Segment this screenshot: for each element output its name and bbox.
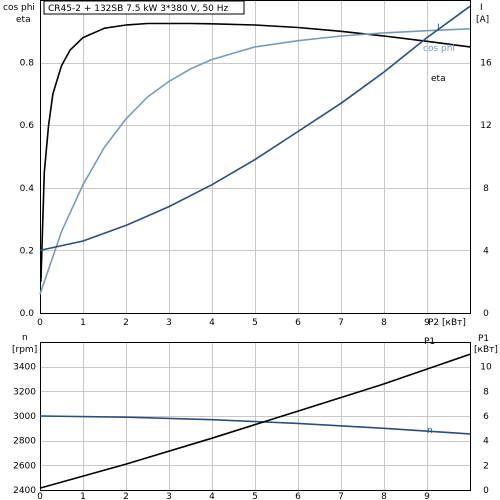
- x-tick-label: 6: [295, 318, 301, 328]
- x-tick-label: 3: [166, 492, 172, 500]
- series-line-p1: [39, 353, 471, 489]
- left-axis-label-n: n: [22, 333, 28, 343]
- x-tick-label: 4: [209, 492, 215, 500]
- top-chart-grid: [40, 0, 470, 313]
- left-axis-label-eta: eta: [16, 15, 31, 25]
- series-line-n: [39, 415, 471, 435]
- y-tick-label-left: 2600: [13, 461, 36, 471]
- y-tick-label-right: 8: [483, 184, 489, 194]
- y-tick-label-right: 6: [483, 412, 489, 422]
- y-tick-label-right: 8: [483, 387, 489, 397]
- right-axis-label-kw: [кВт]: [474, 345, 498, 355]
- x-tick-label: 7: [338, 492, 344, 500]
- x-tick-label: 2: [123, 492, 129, 500]
- top-chart-frame: [40, 0, 471, 314]
- x-tick-label: 1: [80, 318, 86, 328]
- y-tick-label-left: 2400: [13, 486, 36, 496]
- y-tick-label-right: 2: [483, 461, 489, 471]
- x-tick-label: 2: [123, 318, 129, 328]
- y-tick-label-left: 0.6: [20, 121, 35, 131]
- right-axis-label-unit-a: [A]: [476, 15, 489, 25]
- right-axis-label-p1: P1: [478, 334, 489, 344]
- x-tick-label: 4: [209, 318, 215, 328]
- x-tick-label: 9: [424, 492, 430, 500]
- y-tick-label-right: 12: [480, 121, 491, 131]
- y-tick-label-right: 0: [483, 486, 489, 496]
- x-tick-label: 6: [295, 492, 301, 500]
- y-tick-label-right: 0: [483, 309, 489, 319]
- top-chart-series: [39, 5, 471, 295]
- series-label-p1: P1: [424, 337, 435, 347]
- left-axis-label-rpm: [rpm]: [12, 345, 37, 355]
- right-axis-label-i: I: [480, 3, 483, 13]
- series-line-i: [39, 5, 471, 252]
- series-line-eta: [40, 22, 471, 282]
- title-box: [43, 0, 245, 15]
- x-tick-label: 3: [166, 318, 172, 328]
- series-label-cosphi: cos phi: [423, 44, 455, 54]
- y-tick-label-left: 3000: [13, 412, 36, 422]
- series-label-i: I: [437, 23, 440, 33]
- y-tick-label-right: 16: [480, 59, 492, 69]
- y-tick-label-right: 4: [483, 246, 489, 256]
- y-tick-label-left: 0.2: [20, 246, 34, 256]
- x-tick-label: 7: [338, 318, 344, 328]
- bottom-chart-grid: [40, 342, 470, 490]
- series-label-n: n: [427, 426, 433, 436]
- y-tick-label-right: 4: [483, 437, 489, 447]
- y-tick-label-left: 2800: [13, 437, 36, 447]
- x-tick-label: 5: [252, 492, 258, 500]
- bottom-chart-series: [39, 353, 471, 489]
- series-label-eta: eta: [431, 74, 446, 84]
- chart-title: CR45-2 + 132SB 7.5 kW 3*380 V, 50 Hz: [48, 4, 229, 14]
- x-tick-label: 9: [424, 318, 430, 328]
- y-tick-label-left: 0.0: [20, 309, 35, 319]
- x-tick-label: 8: [381, 492, 387, 500]
- left-axis-label-cosphi: cos phi: [3, 3, 35, 13]
- y-tick-label-right: 10: [480, 363, 492, 373]
- x-tick-label: 0: [37, 492, 43, 500]
- y-tick-label-left: 0.8: [20, 59, 35, 69]
- x-tick-label: 0: [37, 318, 43, 328]
- y-tick-label-left: 0.4: [20, 184, 35, 194]
- series-line-cos-phi: [39, 28, 471, 295]
- y-tick-label-left: 3200: [13, 387, 36, 397]
- x-tick-label: 1: [80, 492, 86, 500]
- y-tick-label-left: 3400: [13, 363, 36, 373]
- x-tick-label: 8: [381, 318, 387, 328]
- bottom-chart-ticks: 0 1 2 3 4 5 6 7 8 9 2400 2600 2800 3000 3200 3400 0 2 4 6 8 1…: [13, 363, 492, 500]
- x-tick-label: 5: [252, 318, 258, 328]
- x-axis-label-p2: P2 [кВт]: [428, 318, 466, 328]
